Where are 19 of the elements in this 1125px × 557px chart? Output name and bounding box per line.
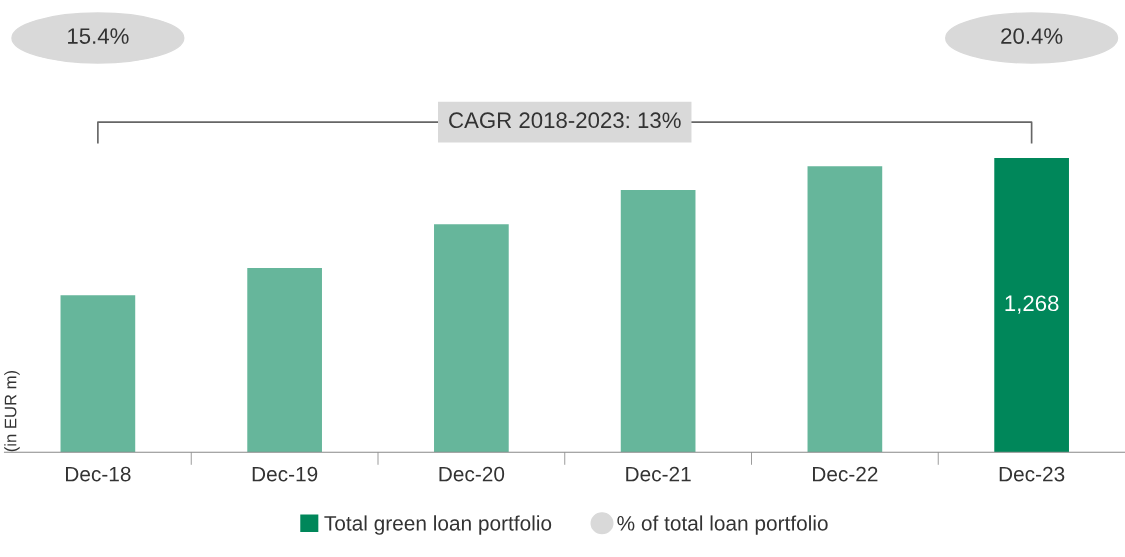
bar — [434, 224, 509, 453]
legend-label: Total green loan portfolio — [324, 515, 552, 535]
bar — [807, 166, 883, 453]
text: 20.4% — [1001, 28, 1063, 44]
text: CAGR 2018-2023: 13% — [449, 112, 681, 129]
bar — [994, 158, 1069, 453]
y-axis-title: (in EUR m) — [4, 370, 20, 452]
x-tick-label: Dec-19 — [252, 466, 318, 482]
bar — [60, 295, 136, 453]
bar — [620, 190, 696, 453]
data-label: 1,268 — [1005, 295, 1059, 314]
x-tick-label: Dec-20 — [439, 466, 505, 482]
x-tick-label: Dec-23 — [999, 466, 1065, 482]
text: % of total loan portfolio — [617, 515, 828, 535]
x-tick-label: Dec-21 — [626, 466, 691, 482]
text: 15.4% — [68, 28, 129, 44]
x-tick-label: Dec-18 — [66, 466, 131, 482]
bar — [247, 268, 322, 453]
x-tick-label: Dec-22 — [813, 466, 878, 482]
